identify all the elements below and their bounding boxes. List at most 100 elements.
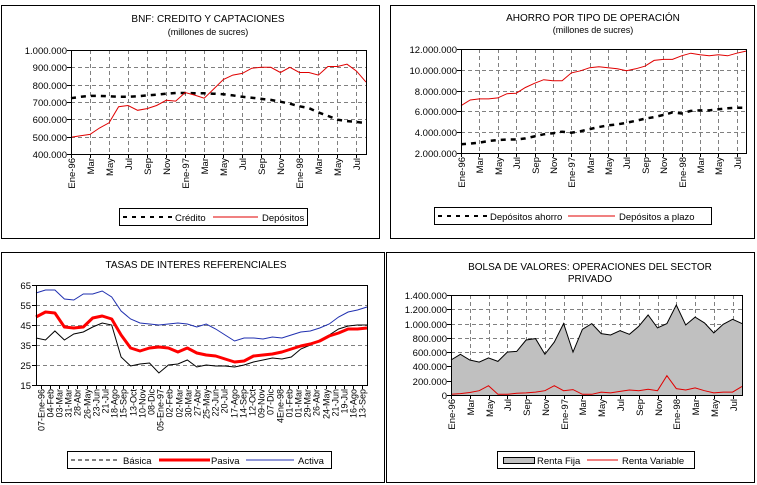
x-tick-label: 22-Jun: [211, 389, 221, 417]
y-tick-label: 200.000: [413, 377, 447, 388]
x-tick-label: Sep: [522, 399, 533, 416]
plot-area: [461, 49, 746, 153]
x-tick-label: Ene-96: [67, 158, 78, 189]
bolsa-title: BOLSA DE VALORES: OPERACIONES DEL SECTOR: [468, 262, 712, 273]
x-tick-label: Jul: [616, 399, 627, 411]
x-tick-label: Nov: [654, 399, 665, 416]
legend-label-pasiva: Pasiva: [211, 456, 240, 467]
x-tick-label: 31-Mar: [64, 389, 74, 418]
x-tick-label: Jul: [729, 399, 740, 411]
x-tick-label: Ene-98: [295, 158, 306, 189]
y-tick-label: 4.000.000: [415, 128, 457, 139]
bnf-legend: Crédito Depósitos: [119, 208, 308, 226]
y-tick-label: 10.000.000: [409, 66, 457, 77]
x-tick-label: 26-May: [83, 389, 93, 420]
y-tick-label: 900.000: [33, 63, 67, 74]
y-tick-label: 35: [20, 341, 31, 352]
legend-swatch-renta-fija: [503, 457, 535, 464]
legend-label-activa: Activa: [298, 456, 325, 467]
x-tick-label: Mar: [696, 157, 707, 173]
panel-frame-tasas: [1, 252, 385, 483]
x-tick-label: Nov: [541, 399, 552, 416]
legend-label-credito: Crédito: [175, 213, 206, 224]
x-tick-label: Jul: [352, 158, 363, 170]
panel-frame-bnf: [1, 5, 380, 239]
plot-area: [36, 285, 367, 385]
x-tick-label: 19-Jul: [340, 389, 350, 414]
y-tick-label: 400.000: [33, 150, 67, 161]
y-tick-label: 15: [20, 381, 31, 392]
x-tick-label: 05-Ene-97: [156, 389, 166, 431]
x-tick-label: Sep: [531, 157, 542, 174]
tasas-title: TASAS DE INTERES REFERENCIALES: [106, 260, 287, 271]
x-tick-label: 27-Abr: [193, 389, 203, 416]
x-tick-label: 02-Mar: [175, 389, 185, 418]
x-tick-label: Ene-96: [447, 399, 458, 430]
series-renta-fija-line: [450, 303, 743, 363]
x-tick-label: 20-Jul: [220, 389, 230, 414]
x-tick-label: Jul: [733, 157, 744, 169]
x-tick-label: Sep: [635, 399, 646, 416]
plot-border: [461, 49, 747, 154]
x-tick-label: May: [714, 157, 725, 175]
tasas-legend: Básica Pasiva Activa: [67, 451, 332, 469]
x-tick-label: Ene-96: [457, 157, 468, 188]
x-tick-label: Mar: [314, 158, 325, 174]
x-tick-label: 23-Jun: [92, 389, 102, 417]
legend-label-basica: Básica: [123, 456, 152, 467]
series-depositos: [70, 63, 367, 138]
ahorro-legend: Depósitos ahorro Depósitos a plazo: [434, 207, 712, 225]
x-tick-label: 29-Mar: [303, 389, 313, 418]
x-tick-label: 4Ene-98: [276, 389, 286, 423]
x-tick-label: Mar: [466, 399, 477, 415]
ahorro-subtitle: (millones de sucres): [553, 25, 634, 35]
series-renta-variable: [450, 374, 743, 395]
y-tick-label: 400.000: [413, 362, 447, 373]
x-tick-label: Mar: [586, 157, 597, 173]
chart-bolsa: 0 200.000 400.000 600.000 800.000 1.000.000 1.…: [405, 291, 743, 430]
series-pasiva: [35, 310, 368, 364]
chart-ahorro: 2.000.000 4.000.000 6.000.000 8.000.000 10.0…: [409, 45, 747, 188]
legend-label-depositos-ahorro: Depósitos ahorro: [490, 212, 562, 223]
ahorro-title: AHORRO POR TIPO DE OPERACIÓN: [506, 11, 680, 24]
x-tick-label: 02-Feb: [165, 389, 175, 418]
bolsa-subtitle: PRIVADO: [568, 274, 612, 285]
y-tick-label: 55: [20, 301, 31, 312]
x-tick-label: Jul: [512, 157, 523, 169]
bolsa-legend: Renta Fija Renta Variable: [497, 451, 695, 469]
x-tick-label: May: [710, 399, 721, 417]
x-tick-label: Mar: [475, 157, 486, 173]
x-tick-label: May: [604, 157, 615, 175]
x-tick-label: May: [105, 158, 116, 176]
y-tick-label: 700.000: [33, 98, 67, 109]
x-tick-label: Ene-97: [560, 399, 571, 430]
plot-border: [36, 285, 368, 386]
x-tick-label: 14-Sep: [239, 389, 249, 418]
x-tick-label: May: [597, 399, 608, 417]
x-tick-label: Sep: [641, 157, 652, 174]
x-tick-label: Nov: [162, 158, 173, 175]
x-tick-label: 04-Feb: [46, 389, 56, 418]
x-tick-label: Mar: [578, 399, 589, 415]
x-tick-label: Sep: [257, 158, 268, 175]
x-tick-label: 13-Sep: [358, 389, 368, 418]
y-tick-label: 8.000.000: [415, 87, 457, 98]
y-tick-label: 1.200.000: [405, 305, 447, 316]
x-tick-label: 18-Ago: [110, 389, 120, 418]
panel-frame-bolsa: [386, 252, 755, 483]
x-tick-label: Mar: [200, 158, 211, 174]
y-tick-label: 65: [20, 281, 31, 292]
x-tick-label: 13-Oct: [129, 389, 139, 417]
x-tick-label: May: [333, 158, 344, 176]
y-tick-label: 0: [442, 391, 447, 402]
x-tick-label: Ene-98: [678, 157, 689, 188]
y-tick-label: 12.000.000: [409, 45, 457, 56]
x-tick-label: Jul: [238, 158, 249, 170]
bnf-subtitle: (millones de sucres): [168, 27, 249, 37]
x-tick-label: 09-Nov: [257, 389, 267, 419]
legend-label-renta-fija: Renta Fija: [537, 456, 581, 467]
legend-label-depositos-plazo: Depósitos a plazo: [619, 212, 695, 223]
x-tick-label: Mar: [86, 158, 97, 174]
x-tick-label: Ene-97: [567, 157, 578, 188]
